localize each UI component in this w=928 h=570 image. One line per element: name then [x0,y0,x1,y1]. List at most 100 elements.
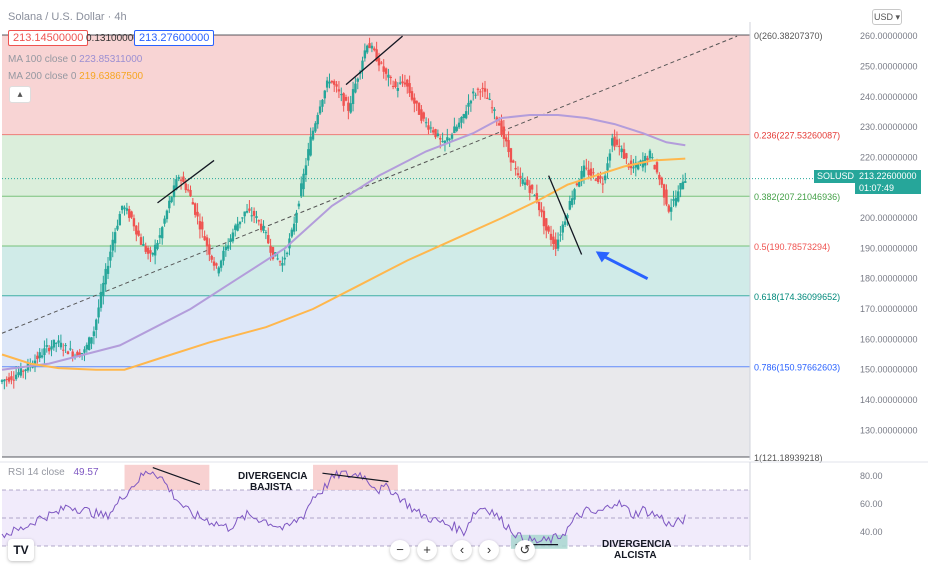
zoom-in-button[interactable]: + [417,540,437,560]
price-tick-label: 260.00000000 [860,31,918,41]
candle-body [137,230,140,236]
candle-body [64,345,67,347]
ma100-legend[interactable]: MA 100 close 0 223.85311000 [8,54,142,65]
candle-body [165,210,169,220]
candle-body [622,149,626,159]
candle-body [582,165,586,177]
chevron-up-icon: ▴ [17,89,23,100]
candle-body [380,62,383,64]
candle-body [231,232,235,242]
candle-body [460,117,463,123]
fib-level-label: 0.618(174.36099652) [754,292,840,302]
candle-body [450,134,454,139]
candle-body [285,252,289,255]
price-tick-label: 130.00000000 [860,425,918,435]
candle-body [611,138,614,146]
price-tick-label: 230.00000000 [860,122,918,132]
candle-body [382,66,385,72]
candle-body [618,145,621,148]
trendline [1,35,738,334]
candle-body [408,83,411,94]
candle-body [662,184,666,198]
candle-body [151,252,154,255]
candle-body [318,106,322,114]
scroll-right-button[interactable]: › [479,540,499,560]
candle-body [259,223,263,231]
rsi-tick-label: 40.00 [860,527,883,537]
candle-body [481,87,484,89]
candle-body [295,212,298,223]
fib-band [2,245,750,296]
candle-body [111,239,114,251]
fib-bands [2,34,750,458]
candle-body [12,379,15,381]
bid-price-box[interactable]: 213.14500000 [8,30,89,46]
candle-body [177,177,180,179]
currency-select[interactable]: USD ▾ [872,9,902,25]
candle-body [156,242,159,249]
zoom-out-button[interactable]: − [390,540,410,560]
candle-body [634,162,638,168]
candle-body [443,140,447,144]
candle-body [391,85,395,87]
candle-body [144,245,147,252]
candle-body [109,251,112,261]
candle-body [594,179,597,181]
rsi-legend[interactable]: RSI 14 close 49.57 [8,467,99,478]
candle-body [50,346,53,350]
reset-chart-button[interactable]: ↺ [515,540,535,560]
candle-body [521,179,524,184]
price-tick-label: 140.00000000 [860,395,918,405]
candle-body [366,45,369,53]
ticker-price: 213.22600000 [859,171,917,181]
candle-body [479,91,482,93]
candle-body [170,197,173,202]
ma200-legend[interactable]: MA 200 close 0 219.63867500 [8,71,143,82]
candle-body [538,201,541,211]
candle-body [651,157,654,159]
candle-body [267,235,270,244]
candle-body [224,246,228,251]
candle-body [269,245,272,253]
candle-body [87,337,91,351]
candle-body [330,80,334,83]
candle-body [655,162,659,173]
candle-body [573,189,576,200]
candle-body [54,342,58,344]
ask-price-box[interactable]: 213.27600000 [134,30,215,46]
candle-body [509,148,513,163]
candle-body [262,225,265,231]
candle-body [189,189,192,197]
candle-body [0,380,4,382]
candle-body [323,90,326,99]
candle-body [340,94,343,96]
candle-body [309,136,312,156]
candle-body [182,176,185,183]
candle-body [311,130,315,140]
candle-body [434,129,437,138]
tradingview-logo[interactable]: TV [8,539,34,561]
candle-body [356,78,359,82]
candle-body [641,160,645,168]
candle-body [413,97,416,104]
candle-body [608,153,612,161]
scroll-left-button[interactable]: ‹ [452,540,472,560]
candle-body [483,88,487,92]
candle-body [80,352,84,354]
price-tick-label: 160.00000000 [860,334,918,344]
candle-body [625,153,628,159]
candle-body [116,225,119,230]
candle-body [69,348,72,350]
candle-body [500,120,503,136]
candle-body [5,378,8,380]
ticker-symbol: SOLUSD [814,170,858,183]
candle-body [653,164,656,170]
candle-body [123,207,126,209]
fib-band [2,295,750,367]
candle-body [43,348,46,356]
candle-body [328,81,331,84]
candle-body [431,130,435,133]
collapse-legend-button[interactable]: ▴ [9,86,31,103]
candle-body [559,234,562,236]
